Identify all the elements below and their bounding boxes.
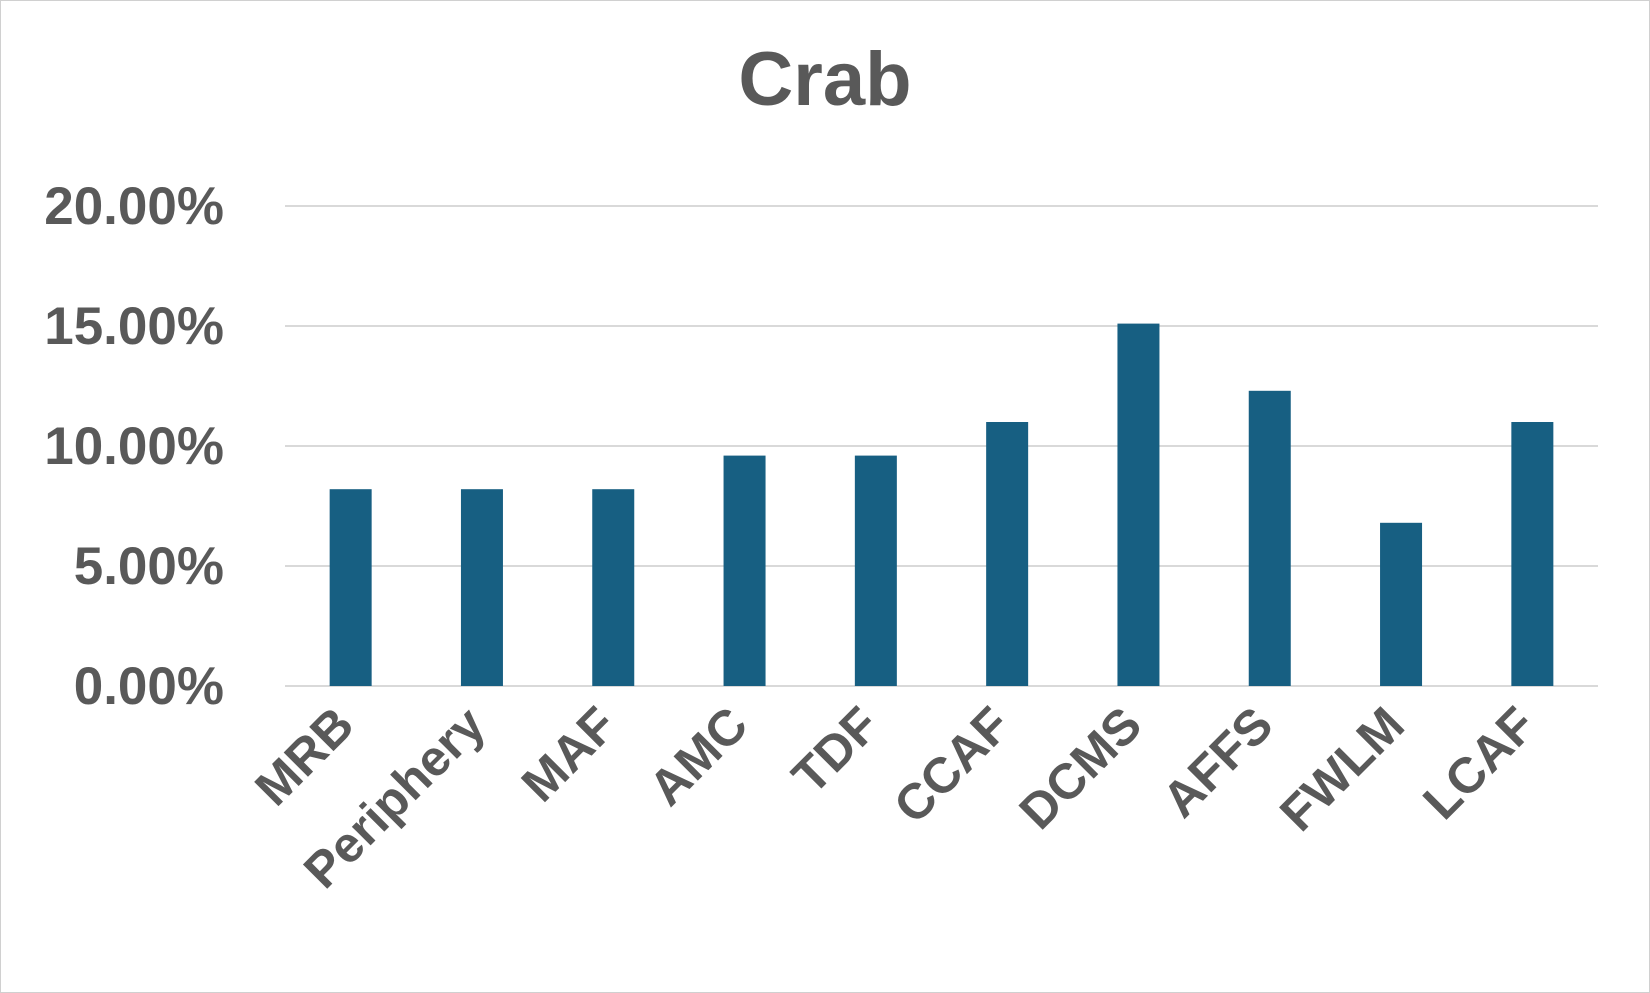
x-tick-label: CCAF (883, 696, 1021, 834)
bar-amc (723, 455, 766, 686)
bar-lcaf (1511, 422, 1554, 686)
y-tick-label: 15.00% (44, 297, 224, 356)
x-tick-label: AFFS (1152, 696, 1284, 828)
x-tick-label: AMC (638, 696, 758, 816)
bar-periphery (460, 489, 503, 686)
y-tick-label: 5.00% (74, 537, 224, 596)
x-tick-label: LCAF (1412, 696, 1546, 830)
x-tick-label: TDF (781, 696, 889, 804)
y-tick-label: 0.00% (74, 657, 224, 716)
bar-dcms (1117, 323, 1160, 686)
x-tick-label: DCMS (1009, 696, 1153, 840)
x-tick-label: MRB (244, 696, 364, 816)
bar-mrb (329, 489, 372, 686)
chart-title: Crab (738, 37, 912, 122)
x-tick-label: MAF (511, 696, 627, 812)
gridlines (285, 205, 1598, 687)
bar-ccaf (986, 422, 1029, 686)
x-tick-label: FWLM (1269, 696, 1415, 842)
y-tick-label: 10.00% (44, 417, 224, 476)
bar-tdf (854, 455, 897, 686)
y-tick-label: 20.00% (44, 177, 224, 236)
bar-maf (592, 489, 635, 686)
bar-affs (1248, 390, 1291, 686)
bar-fwlm (1380, 522, 1423, 686)
bars (329, 323, 1554, 686)
y-axis-tick-labels: 0.00% 5.00% 10.00% 15.00% 20.00% (44, 177, 224, 716)
